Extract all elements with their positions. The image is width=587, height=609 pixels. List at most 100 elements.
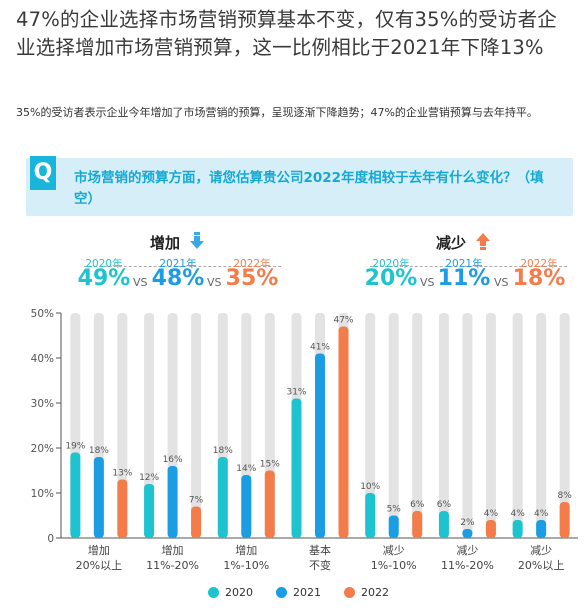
increase-year-2021: 2021年 bbox=[159, 258, 197, 270]
decrease-vs-1: VS bbox=[420, 276, 435, 289]
x-category-label: 减少 bbox=[530, 544, 552, 557]
data-label-2022: 13% bbox=[112, 469, 132, 479]
bar-track bbox=[365, 313, 376, 538]
x-category-label: 不变 bbox=[309, 558, 331, 572]
increase-year-2020: 2020年 bbox=[85, 258, 123, 270]
increase-vs-1: VS bbox=[133, 276, 148, 289]
question-box bbox=[26, 158, 573, 216]
decrease-value-2022: 18% bbox=[512, 266, 566, 291]
increase-value-2022: 35% bbox=[225, 266, 279, 291]
x-category-label: 20%以上 bbox=[76, 559, 122, 572]
bar-2022 bbox=[338, 326, 349, 538]
x-category-label: 1%-10% bbox=[223, 559, 269, 572]
bar-2020 bbox=[291, 398, 302, 538]
bar-2020 bbox=[217, 457, 228, 538]
data-label-2022: 8% bbox=[558, 491, 573, 501]
bar-2020 bbox=[365, 493, 376, 538]
decrease-label: 减少 bbox=[436, 234, 467, 252]
legend-label-2021: 2021 bbox=[293, 586, 321, 599]
decrease-year-2020: 2020年 bbox=[372, 258, 410, 270]
data-label-2021: 41% bbox=[310, 343, 330, 353]
x-category-label: 减少 bbox=[383, 544, 405, 557]
page-title: 47%的企业选择市场营销预算基本不变，仅有35%的受访者企业选择增加市场营销预算… bbox=[16, 8, 557, 59]
bar-track bbox=[536, 313, 547, 538]
increase-divider bbox=[84, 266, 281, 267]
legend-item-2021: 2021 bbox=[276, 586, 321, 599]
page-subtitle: 35%的受访者表示企业今年增加了市场营销的预算，呈现逐渐下降趋势；47%的企业营… bbox=[16, 106, 538, 119]
y-tick-label: 50% bbox=[31, 308, 54, 320]
legend-label-2020: 2020 bbox=[225, 586, 253, 599]
arrow-down-icon bbox=[190, 232, 204, 249]
bar-track bbox=[144, 313, 155, 538]
bar-2022 bbox=[559, 502, 570, 538]
bar-2021 bbox=[167, 466, 178, 538]
data-label-2021: 4% bbox=[534, 509, 549, 519]
data-label-2021: 18% bbox=[89, 446, 109, 456]
data-label-2020: 4% bbox=[511, 509, 526, 519]
bar-2022 bbox=[412, 511, 423, 538]
legend-swatch-2021 bbox=[276, 587, 287, 598]
x-category-label: 增加 bbox=[235, 543, 257, 557]
data-label-2020: 6% bbox=[437, 500, 452, 510]
x-category-label: 基本 bbox=[309, 543, 331, 557]
y-tick-label: 0 bbox=[47, 533, 54, 545]
y-tick-label: 10% bbox=[31, 488, 54, 500]
increase-label: 增加 bbox=[150, 234, 181, 252]
data-label-2020: 19% bbox=[65, 442, 85, 452]
bar-track bbox=[559, 313, 570, 538]
data-label-2021: 2% bbox=[460, 518, 475, 528]
y-tick-label: 30% bbox=[31, 398, 54, 410]
question-text: 市场营销的预算方面，请您估算贵公司2022年度相较于去年有什么变化？（填空） bbox=[74, 170, 544, 207]
bar-track bbox=[438, 313, 449, 538]
x-category-label: 增加 bbox=[88, 543, 110, 557]
bar-2022 bbox=[264, 470, 275, 538]
legend-swatch-2020 bbox=[208, 587, 219, 598]
legend-swatch-2022 bbox=[344, 587, 355, 598]
decrease-year-2022: 2022年 bbox=[520, 258, 558, 270]
bar-2021 bbox=[462, 529, 473, 538]
bar-track bbox=[388, 313, 399, 538]
data-label-2022: 4% bbox=[484, 509, 499, 519]
increase-value-2020: 49% bbox=[77, 266, 131, 291]
decrease-divider bbox=[370, 266, 567, 267]
data-label-2022: 15% bbox=[260, 460, 280, 470]
decrease-value-2020: 20% bbox=[364, 266, 418, 291]
bar-2020 bbox=[512, 520, 523, 538]
bar-track bbox=[412, 313, 423, 538]
decrease-year-2021: 2021年 bbox=[445, 258, 483, 270]
data-label-2020: 31% bbox=[286, 388, 306, 398]
y-tick-label: 20% bbox=[31, 443, 54, 455]
x-category-label: 11%-20% bbox=[146, 559, 199, 572]
data-label-2021: 16% bbox=[163, 455, 183, 465]
bar-2021 bbox=[241, 475, 252, 538]
x-category-label: 11%-20% bbox=[441, 559, 494, 572]
bar-2020 bbox=[438, 511, 449, 538]
y-tick-label: 40% bbox=[31, 353, 54, 365]
decrease-vs-2: VS bbox=[494, 276, 509, 289]
data-label-2022: 6% bbox=[410, 500, 425, 510]
question-badge: Q bbox=[30, 156, 56, 190]
data-label-2020: 12% bbox=[139, 473, 159, 483]
data-label-2022: 7% bbox=[189, 496, 204, 506]
data-label-2020: 10% bbox=[360, 482, 380, 492]
legend-item-2020: 2020 bbox=[208, 586, 253, 599]
data-label-2020: 18% bbox=[213, 446, 233, 456]
data-label-2022: 47% bbox=[333, 316, 353, 326]
decrease-value-2021: 11% bbox=[437, 266, 491, 291]
data-label-2021: 5% bbox=[387, 505, 402, 515]
x-category-label: 增加 bbox=[162, 543, 184, 557]
legend-item-2022: 2022 bbox=[344, 586, 389, 599]
x-category-label: 1%-10% bbox=[371, 559, 417, 572]
bar-2020 bbox=[144, 484, 155, 538]
bar-2021 bbox=[388, 515, 399, 538]
increase-vs-2: VS bbox=[207, 276, 222, 289]
data-label-2021: 14% bbox=[236, 464, 256, 474]
x-category-label: 20%以上 bbox=[518, 559, 564, 572]
bar-2022 bbox=[485, 520, 496, 538]
bar-track bbox=[485, 313, 496, 538]
bar-2022 bbox=[191, 506, 202, 538]
bar-2021 bbox=[315, 353, 325, 538]
chart-legend: 2020 2021 2022 bbox=[0, 582, 587, 602]
bar-track bbox=[462, 313, 473, 538]
bar-2020 bbox=[70, 452, 81, 538]
